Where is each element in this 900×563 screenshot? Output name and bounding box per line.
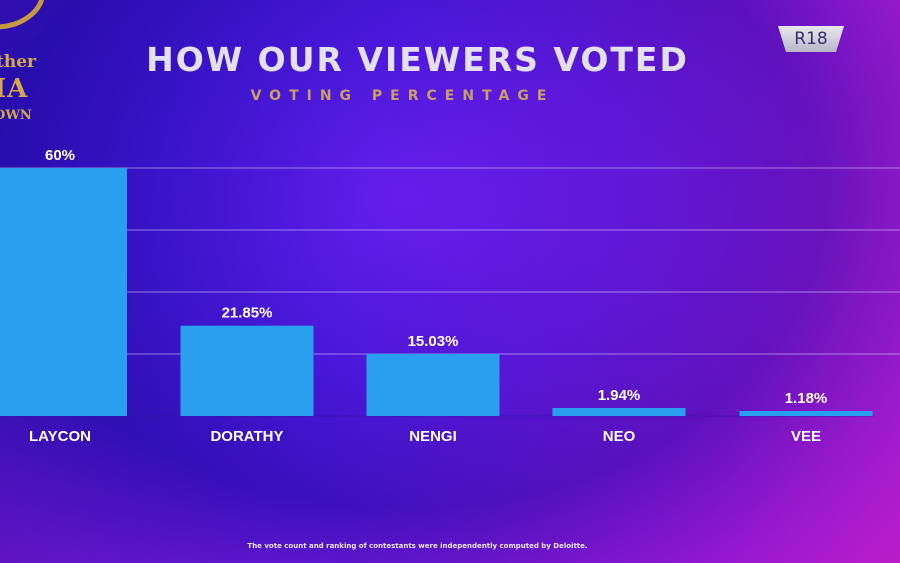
category-label: VEE: [791, 428, 821, 445]
bar-vee: [739, 411, 873, 416]
category-label: DORATHY: [210, 428, 283, 445]
value-label: 1.94%: [598, 387, 641, 404]
logo-text-line2: IA: [0, 74, 29, 104]
rating-badge: R18: [778, 26, 844, 52]
bar-dorathy: [180, 325, 314, 416]
logo-text-line1: ther: [0, 52, 36, 72]
chart-subtitle: VOTING PERCENTAGE: [250, 88, 555, 104]
category-label: NEO: [603, 428, 636, 445]
value-label: 1.18%: [785, 390, 828, 407]
bar-nengi: [366, 353, 500, 416]
value-label: 60%: [45, 147, 75, 164]
footnote: The vote count and ranking of contestant…: [247, 542, 588, 550]
category-label: NENGI: [409, 428, 457, 445]
value-label: 21.85%: [222, 305, 273, 322]
value-label: 15.03%: [408, 333, 459, 350]
category-label: LAYCON: [29, 428, 91, 445]
logo-text-line3: OWN: [0, 108, 32, 123]
bar-neo: [552, 407, 686, 416]
bar-laycon: [0, 168, 127, 416]
show-logo: ther IA OWN: [0, 0, 53, 130]
chart-title: HOW OUR VIEWERS VOTED: [146, 40, 689, 79]
